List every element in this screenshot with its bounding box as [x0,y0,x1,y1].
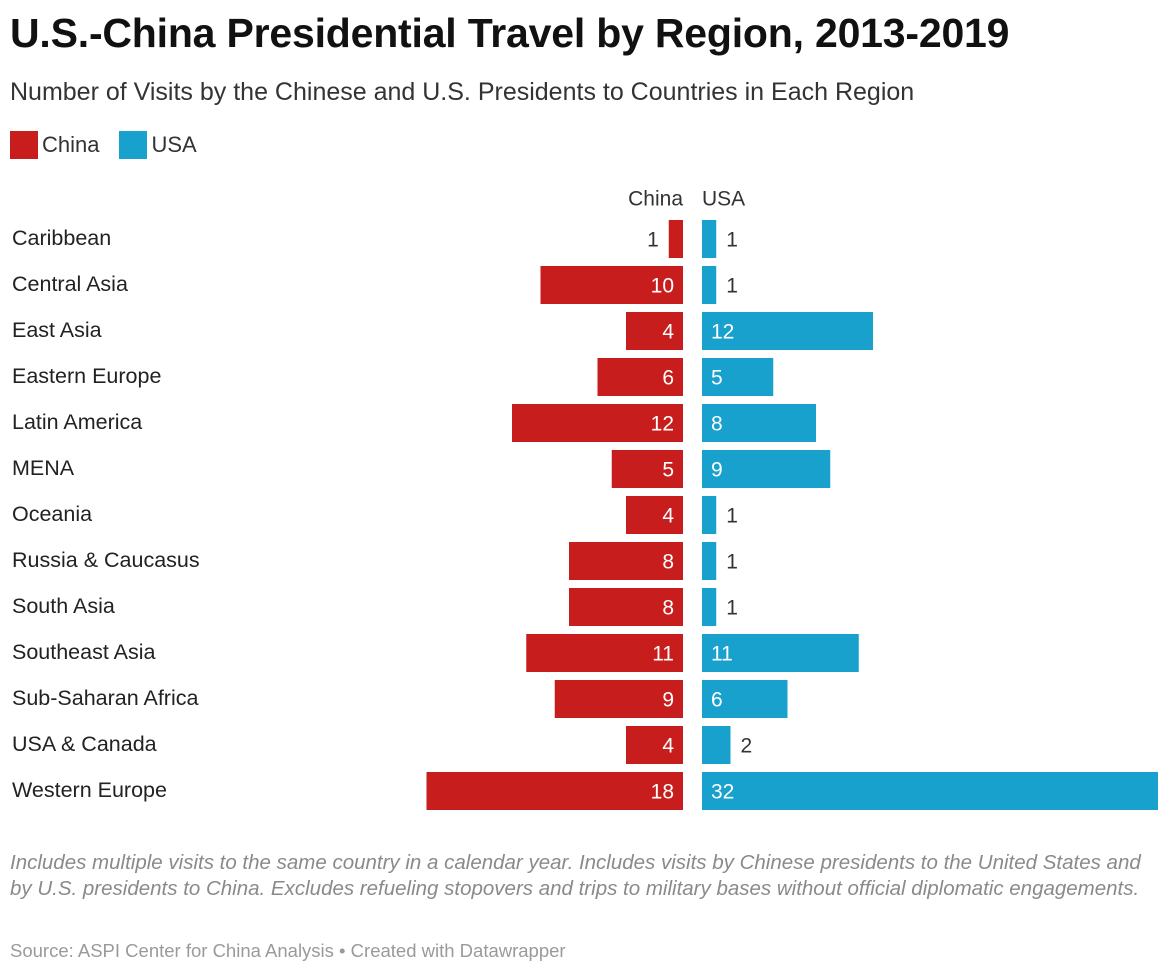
value-label-china-central-asia: 10 [651,275,674,298]
bar-china-south-asia [569,588,683,626]
column-header-china: China [628,188,683,211]
column-header-usa: USA [702,188,745,211]
bar-usa-caribbean [702,220,717,258]
value-label-china-eastern-europe: 6 [662,367,674,390]
bar-china-southeast-asia [526,634,683,672]
bar-china-oceania [626,496,683,534]
category-label-mena: MENA [12,456,75,480]
category-label-latin-america: Latin America [12,410,142,434]
bar-usa-mena [702,450,831,488]
bar-usa-sub-saharan-africa [702,680,788,718]
category-label-russia-caucasus: Russia & Caucasus [12,548,200,572]
legend-label-china: China [42,132,100,157]
value-label-usa-eastern-europe: 5 [711,367,723,390]
bar-china-western-europe [426,772,683,810]
value-label-usa-central-asia: 1 [726,275,738,298]
bar-china-latin-america [512,404,683,442]
category-label-eastern-europe: Eastern Europe [12,364,161,388]
legend: China USA [10,130,217,160]
value-label-china-mena: 5 [662,459,674,482]
category-label-oceania: Oceania [12,502,92,526]
value-label-usa-caribbean: 1 [726,229,738,252]
bar-china-central-asia [540,266,683,304]
value-label-china-western-europe: 18 [651,781,674,804]
bar-usa-western-europe [702,772,1158,810]
value-label-china-caribbean: 1 [647,229,659,252]
value-label-china-usa-canada: 4 [662,735,674,758]
legend-item-usa: USA [119,131,197,159]
bar-china-russia-caucasus [569,542,683,580]
value-label-china-latin-america: 12 [651,413,674,436]
value-label-usa-southeast-asia: 11 [711,643,733,666]
value-label-china-oceania: 4 [662,505,674,528]
category-label-sub-saharan-africa: Sub-Saharan Africa [12,686,198,710]
bar-china-sub-saharan-africa [554,680,683,718]
bar-china-caribbean [668,220,683,258]
category-label-usa-canada: USA & Canada [12,732,157,756]
legend-item-china: China [10,131,99,159]
bar-usa-oceania [702,496,717,534]
chart-title: U.S.-China Presidential Travel by Region… [10,10,1010,56]
category-label-western-europe: Western Europe [12,778,167,802]
bar-china-east-asia [626,312,683,350]
category-label-southeast-asia: Southeast Asia [12,640,155,664]
value-label-usa-usa-canada: 2 [741,735,753,758]
value-label-china-south-asia: 8 [662,597,674,620]
bar-usa-east-asia [702,312,873,350]
value-label-usa-latin-america: 8 [711,413,723,436]
category-label-central-asia: Central Asia [12,272,128,296]
value-label-china-east-asia: 4 [662,321,674,344]
value-label-usa-russia-caucasus: 1 [726,551,738,574]
legend-swatch-usa [119,131,148,159]
value-label-usa-western-europe: 32 [711,781,734,804]
legend-swatch-china [10,131,38,159]
value-label-china-russia-caucasus: 8 [662,551,674,574]
category-label-south-asia: South Asia [12,594,115,618]
legend-label-usa: USA [151,132,197,157]
value-label-china-sub-saharan-africa: 9 [662,689,674,712]
chart-subtitle: Number of Visits by the Chinese and U.S.… [10,78,915,106]
value-label-usa-oceania: 1 [726,505,738,528]
bar-usa-usa-canada [702,726,731,764]
chart-source: Source: ASPI Center for China Analysis •… [10,940,566,961]
category-label-caribbean: Caribbean [12,226,111,250]
category-label-east-asia: East Asia [12,318,102,342]
bar-usa-south-asia [702,588,717,626]
value-label-usa-south-asia: 1 [726,597,738,620]
bar-china-usa-canada [626,726,683,764]
bar-usa-central-asia [702,266,717,304]
value-label-usa-sub-saharan-africa: 6 [711,689,723,712]
bar-usa-southeast-asia [702,634,859,672]
value-label-usa-east-asia: 12 [711,321,734,344]
bar-usa-latin-america [702,404,816,442]
bar-usa-eastern-europe [702,358,774,396]
value-label-china-southeast-asia: 11 [652,643,674,666]
bar-usa-russia-caucasus [702,542,717,580]
chart-notes: Includes multiple visits to the same cou… [10,851,1141,900]
value-label-usa-mena: 9 [711,459,723,482]
bar-china-mena [611,450,683,488]
bar-china-eastern-europe [597,358,683,396]
